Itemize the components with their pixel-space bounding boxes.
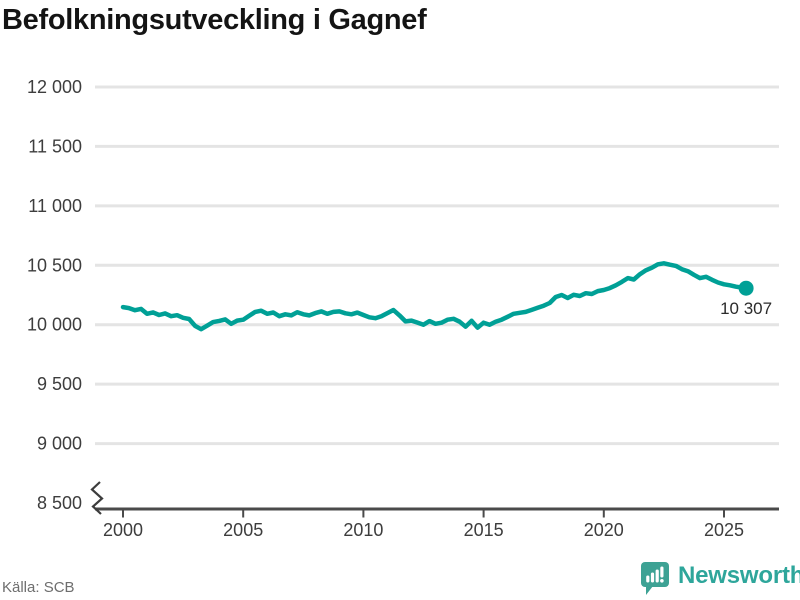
axis-break-icon	[90, 481, 104, 515]
y-tick-label: 10 500	[27, 255, 82, 275]
y-tick-label: 12 000	[27, 77, 82, 97]
source-note: Källa: SCB	[2, 579, 75, 596]
population-line-chart: 8 500 9 000 9 500 10 000 10 500 11 000 11 500 1…	[27, 77, 779, 540]
y-tick-label: 11 000	[28, 196, 82, 216]
x-tick-label: 2025	[704, 520, 744, 540]
newsworthy-wordmark: Newsworthy	[678, 562, 800, 589]
x-tick-label: 2005	[223, 520, 263, 540]
x-tick-label: 2010	[343, 520, 383, 540]
page-title: Befolkningsutveckling i Gagnef	[2, 4, 427, 36]
y-tick-label: 9 500	[37, 374, 82, 394]
newsworthy-logo-link[interactable]: Newsworthy	[640, 561, 800, 597]
y-tick-label: 10 000	[27, 315, 82, 335]
newsworthy-bars-icon	[641, 562, 669, 595]
y-tick-label: 11 500	[28, 136, 82, 156]
x-tick-label: 2020	[584, 520, 624, 540]
last-point-label: 10 307	[720, 299, 772, 318]
y-tick-label: 8 500	[37, 493, 82, 513]
population-line	[120, 261, 749, 332]
last-point-dot	[738, 280, 754, 296]
x-tick-label: 2015	[464, 520, 504, 540]
x-tick-label: 2000	[103, 520, 143, 540]
y-tick-label: 9 000	[37, 434, 82, 454]
